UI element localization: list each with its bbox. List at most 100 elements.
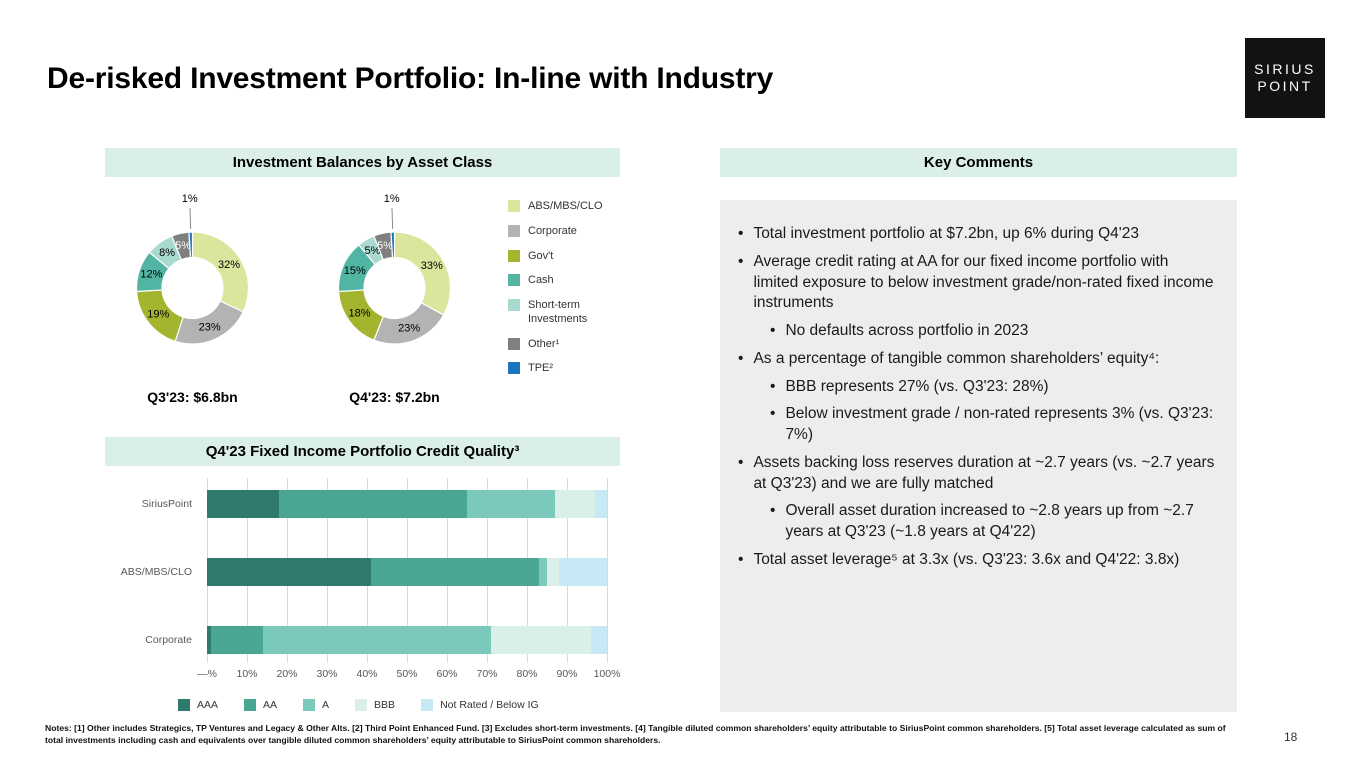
- comment-bullet: • Average credit rating at AA for our fix…: [738, 252, 1217, 314]
- bullet-marker: •: [770, 377, 776, 395]
- donut-slice-abs-mbs-clo: [191, 231, 250, 313]
- logo-line2: POINT: [1257, 78, 1313, 94]
- comment-bullet: • No defaults across portfolio in 2023: [770, 321, 1217, 342]
- bullet-text: No defaults across portfolio in 2023: [785, 322, 1029, 340]
- logo-line1: SIRIUS: [1254, 60, 1316, 77]
- stacked-bar-siriuspoint: [207, 490, 607, 518]
- legend-swatch-cash: [508, 274, 520, 287]
- x-axis-tick: 90%: [556, 668, 578, 680]
- x-axis-tick: 30%: [316, 668, 338, 680]
- donut-slice-tpe: [390, 231, 396, 259]
- bullet-text: Total asset leverage⁵ at 3.3x (vs. Q3'23…: [753, 550, 1180, 568]
- donut-caption-q3: Q3'23: $6.8bn: [147, 389, 238, 405]
- bar-segment-siriuspoint-not-rated-below-ig: [595, 490, 607, 518]
- legend-swatch-aa: [244, 699, 257, 711]
- legend-swatch-other: [508, 337, 520, 350]
- section-title: Investment Balances by Asset Class: [232, 154, 493, 171]
- donut-slice-label: 1%: [182, 193, 198, 205]
- legend-label: A: [322, 699, 330, 711]
- donut-slice-label: 8%: [159, 247, 175, 259]
- stacked-bar-corporate: [207, 626, 607, 654]
- bar-segment-abs-mbs-clo-aa: [371, 558, 539, 586]
- legend-label: Corporate: [528, 224, 577, 237]
- bullet-text: Total investment portfolio at $7.2bn, up…: [753, 225, 1139, 242]
- legend-swatch-abs-mbs-clo: [508, 200, 520, 212]
- bullet-text: Average credit rating at AA for our fixe…: [753, 252, 1214, 312]
- stacked-bar-abs-mbs-clo: [207, 558, 607, 586]
- bullet-marker: •: [738, 252, 744, 270]
- bar-category-label: ABS/MBS/CLO: [120, 566, 192, 578]
- bullet-marker: •: [738, 225, 744, 242]
- section-title: Q4'23 Fixed Income Portfolio Credit Qual…: [205, 443, 520, 460]
- donut-slice-label: 1%: [384, 193, 400, 205]
- legend-item-aaa: AAA: [178, 699, 218, 711]
- x-axis-tick: —%: [197, 668, 217, 680]
- donut-slice-label: 15%: [344, 265, 366, 277]
- legend-item-abs-mbs-clo: ABS/MBS/CLO: [508, 200, 622, 214]
- bullet-marker: •: [738, 453, 744, 471]
- legend-item-aa: AA: [244, 699, 277, 711]
- bullet-marker: •: [738, 349, 744, 367]
- bar-segment-siriuspoint-a: [467, 490, 555, 518]
- leader-line: [391, 208, 394, 230]
- bar-segment-corporate-a: [263, 626, 491, 654]
- bar-segment-corporate-aa: [211, 626, 263, 654]
- legend-label: ABS/MBS/CLO: [528, 200, 603, 212]
- legend-swatch-corporate: [508, 224, 520, 237]
- comment-bullet: • Assets backing loss reserves duration a…: [738, 453, 1217, 495]
- legend-item-short-term-investments: Short-term Investments: [508, 299, 622, 327]
- asset-class-legend: ABS/MBS/CLO Corporate Gov't Cash Short-term …: [508, 200, 622, 376]
- donut-slice-label: 5%: [365, 245, 381, 257]
- bar-segment-abs-mbs-clo-not-rated-below-ig: [559, 558, 607, 586]
- x-axis-ticks: —% 10% 20% 30% 40% 50% 60% 70% 80% 90% 100%: [197, 668, 620, 682]
- gridline-100: [607, 478, 608, 663]
- legend-item-gov-t: Gov't: [508, 249, 622, 264]
- bullet-marker: •: [738, 550, 744, 568]
- bullet-text: Overall asset duration increased to ~2.8…: [785, 502, 1194, 541]
- legend-swatch-tpe: [508, 362, 520, 375]
- bullet-marker: •: [770, 322, 776, 340]
- comment-bullet: • Total asset leverage⁵ at 3.3x (vs. Q3'2…: [738, 550, 1217, 571]
- bar-segment-siriuspoint-bbb: [555, 490, 595, 518]
- legend-swatch-gov-t: [508, 249, 520, 262]
- x-axis-tick: 70%: [476, 668, 498, 680]
- donut-slice-label: 33%: [421, 260, 443, 272]
- legend-item-cash: Cash: [508, 274, 622, 288]
- page-title: De-risked Investment Portfolio: In-line …: [47, 62, 774, 95]
- bar-segment-abs-mbs-clo-a: [539, 558, 547, 586]
- donut-chart-q3: 32% 23% 19% 12% 8%5% 1%: [135, 193, 250, 345]
- donut-slice-label: 23%: [398, 323, 420, 335]
- legend-label: Cash: [528, 274, 554, 287]
- donut-chart-q4: 33% 23% 18% 15% 5%5% 1%: [337, 193, 452, 345]
- comment-bullet: • As a percentage of tangible common shar…: [738, 349, 1217, 370]
- legend-item-other: Other¹: [508, 337, 622, 352]
- bar-segment-corporate-bbb: [491, 626, 591, 654]
- legend-swatch-bbb: [355, 699, 368, 711]
- x-axis-tick: 20%: [276, 668, 298, 680]
- comment-bullet: • Below investment grade / non-rated repr…: [770, 404, 1217, 446]
- legend-swatch-a: [303, 699, 316, 711]
- x-axis-tick: 60%: [436, 668, 458, 680]
- bullet-text: BBB represents 27% (vs. Q3'23: 28%): [785, 377, 1049, 395]
- bar-category-label: Corporate: [145, 634, 192, 646]
- bar-segment-corporate-not-rated-below-ig: [591, 626, 607, 654]
- x-axis-tick: 80%: [516, 668, 538, 680]
- legend-item-bbb: BBB: [355, 699, 395, 711]
- legend-label: Gov't: [528, 249, 554, 262]
- donut-caption-q4: Q4'23: $7.2bn: [349, 389, 440, 405]
- legend-swatch-not-rated-below-ig: [421, 699, 434, 711]
- bullet-text: Assets backing loss reserves duration at…: [753, 453, 1215, 492]
- bullet-marker: •: [770, 502, 776, 520]
- bar-category-labels: SiriusPoint ABS/MBS/CLO Corporate: [60, 478, 200, 663]
- siriuspoint-logo: SIRIUS POINT: [1245, 38, 1325, 118]
- legend-item-a: A: [303, 699, 329, 711]
- legend-label: BBB: [374, 699, 396, 711]
- donut-slice-label: 5%: [175, 240, 191, 252]
- x-axis-tick: 100%: [593, 668, 621, 680]
- stacked-bar-chart: [207, 478, 608, 663]
- donut-slice-label: 18%: [348, 307, 370, 319]
- key-comments-box: • Total investment portfolio at $7.2bn, u…: [720, 200, 1237, 712]
- rating-legend: AAA AA A BBB Not Rated / Below IG: [178, 699, 539, 711]
- section-header-investment-balances: Investment Balances by Asset Class: [105, 148, 620, 177]
